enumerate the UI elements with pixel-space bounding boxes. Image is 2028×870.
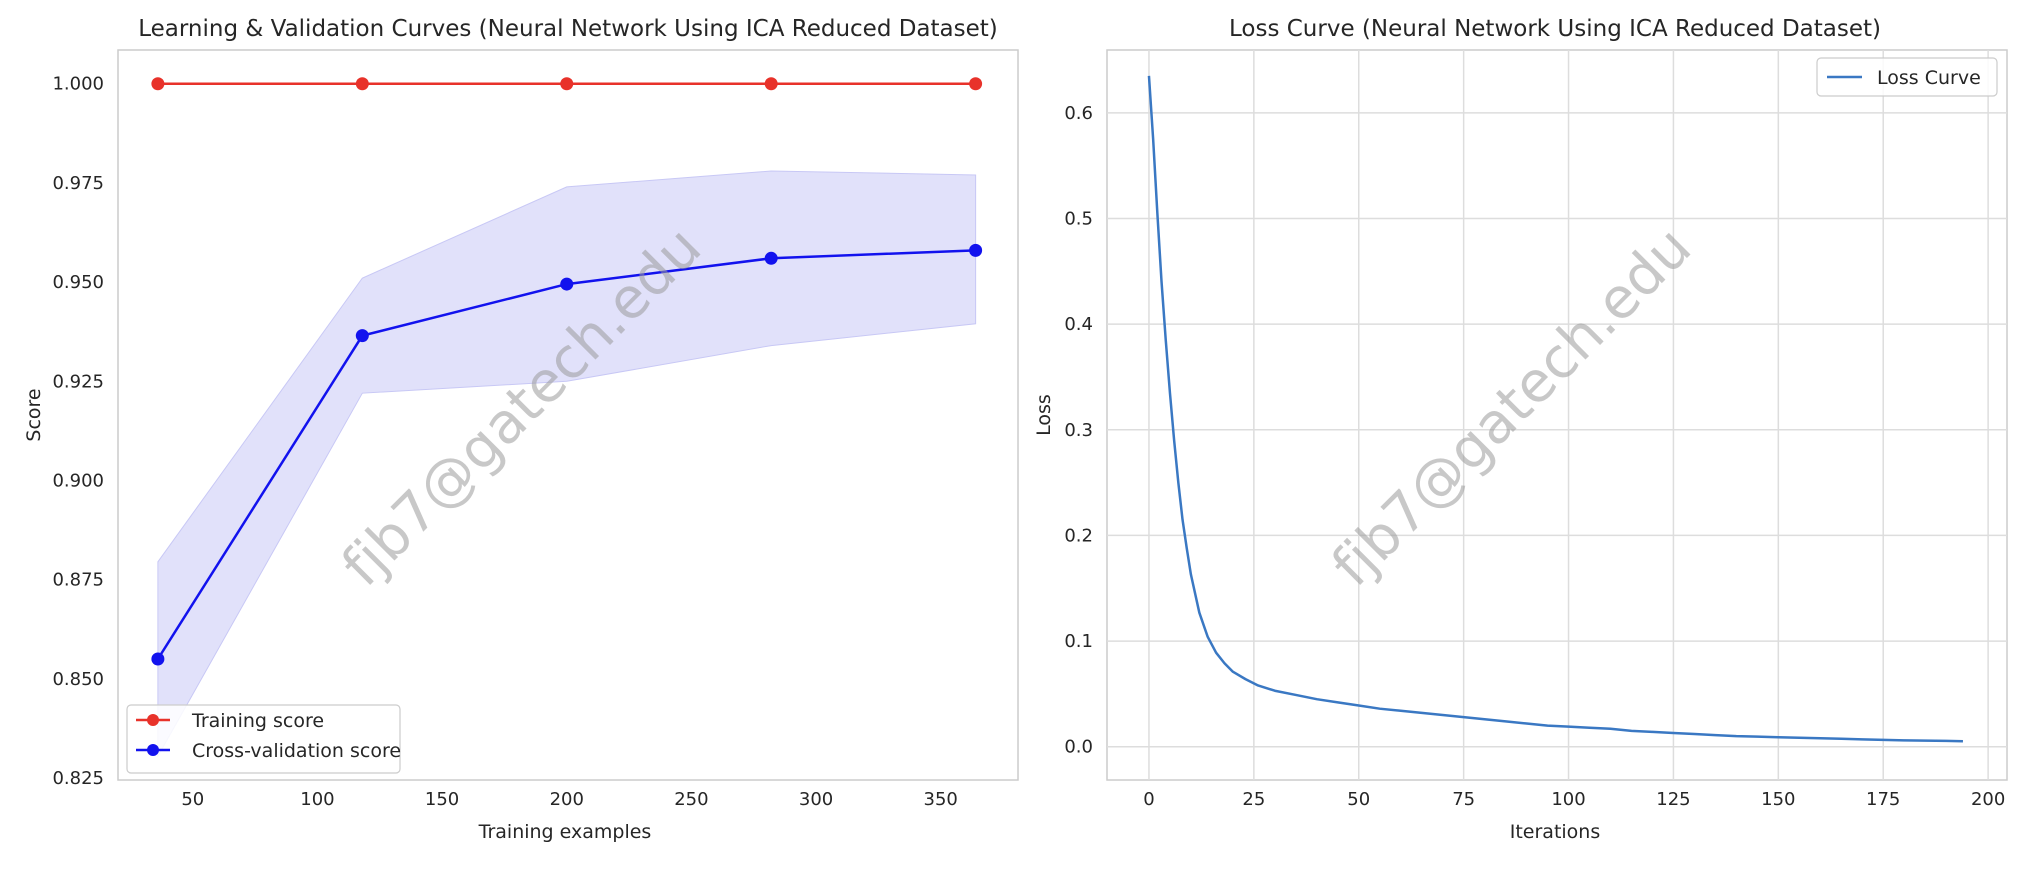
- loss-xtick-label: 0: [1143, 789, 1154, 810]
- learning-curve-panel: Learning & Validation Curves (Neural Net…: [23, 16, 1019, 843]
- learning-xtick-label: 200: [550, 789, 584, 810]
- loss-xtick-label: 25: [1242, 789, 1265, 810]
- learning-curve-axes-frame: [117, 49, 1019, 781]
- legend-cv-label: Cross-validation score: [192, 740, 401, 762]
- learning-ytick-label: 0.975: [52, 173, 104, 194]
- legend-cv-marker-icon: [147, 744, 159, 756]
- learning-ytick-label: 0.900: [52, 470, 104, 491]
- loss-curve-line: [1147, 75, 1963, 743]
- loss-xtick-label: 200: [1971, 789, 2005, 810]
- loss-ytick-label: 0.6: [1064, 103, 1093, 124]
- learning-curve-xlabel: Training examples: [478, 821, 652, 843]
- legend-loss-label: Loss Curve: [1877, 67, 1981, 89]
- learning-xtick-label: 150: [425, 789, 459, 810]
- learning-ytick-label: 0.825: [52, 768, 104, 789]
- learning-ytick-label: 0.850: [52, 669, 104, 690]
- loss-xtick-label: 100: [1551, 789, 1585, 810]
- learning-ytick-label: 0.875: [52, 570, 104, 591]
- loss-ytick-label: 0.4: [1064, 314, 1093, 335]
- training-score-point-3: [764, 77, 778, 91]
- loss-xtick-label: 175: [1866, 789, 1900, 810]
- cv-score-point-1: [355, 329, 369, 343]
- cv-score-point-4: [969, 243, 983, 257]
- learning-curve-title: Learning & Validation Curves (Neural Net…: [138, 16, 998, 42]
- cv-score-point-2: [560, 277, 574, 291]
- loss-curve-axes-frame: [1106, 49, 2008, 781]
- training-score-point-4: [969, 77, 983, 91]
- learning-xtick-label: 100: [300, 789, 334, 810]
- loss-curve-legend: Loss Curve: [1816, 57, 1998, 97]
- loss-curve-ylabel: Loss: [1033, 394, 1055, 436]
- loss-curve-lines-layer: [1147, 75, 1963, 743]
- learning-xtick-label: 50: [181, 789, 204, 810]
- loss-curve-legend-box: [1816, 57, 1998, 97]
- cv-score-point-0: [151, 652, 165, 666]
- cv-score-point-3: [764, 251, 778, 265]
- loss-curve-xlabel: Iterations: [1510, 821, 1601, 843]
- loss-xtick-label: 150: [1761, 789, 1795, 810]
- training-score-point-0: [151, 77, 165, 91]
- learning-curve-xticks: 50 100 150 200 250 300 350: [181, 789, 958, 810]
- cv-score-band-layer: [157, 170, 977, 759]
- learning-xtick-label: 250: [674, 789, 708, 810]
- loss-curve-title: Loss Curve (Neural Network Using ICA Red…: [1229, 16, 1881, 42]
- learning-xtick-label: 300: [799, 789, 833, 810]
- training-score-point-1: [355, 77, 369, 91]
- loss-ytick-label: 0.5: [1064, 209, 1093, 230]
- loss-ytick-label: 0.0: [1064, 737, 1093, 758]
- learning-curve-lines-layer: [151, 77, 983, 666]
- loss-curve-yticks: 0.0 0.1 0.2 0.3 0.4 0.5 0.6: [1064, 103, 1093, 758]
- loss-curve-xticks: 0 25 50 75 100 125 150 175 200: [1143, 789, 2005, 810]
- learning-curve-legend: Training score Cross-validation score: [126, 704, 401, 774]
- loss-ytick-label: 0.1: [1064, 631, 1093, 652]
- loss-curve-grid: [1107, 50, 2007, 780]
- learning-ytick-label: 0.925: [52, 371, 104, 392]
- legend-training-marker-icon: [147, 714, 159, 726]
- learning-curve-yticks: 0.825 0.850 0.875 0.900 0.925 0.950 0.975 1.000: [52, 74, 104, 789]
- loss-xtick-label: 75: [1452, 789, 1475, 810]
- loss-ytick-label: 0.3: [1064, 420, 1093, 441]
- loss-xtick-label: 50: [1347, 789, 1370, 810]
- loss-curve-panel: Loss Curve (Neural Network Using ICA Red…: [1033, 16, 2008, 843]
- learning-xtick-label: 350: [924, 789, 958, 810]
- cv-score-band: [157, 170, 977, 759]
- learning-curve-legend-box: [126, 704, 401, 774]
- learning-curve-ylabel: Score: [23, 388, 45, 441]
- loss-ytick-label: 0.2: [1064, 525, 1093, 546]
- learning-ytick-label: 1.000: [52, 74, 104, 95]
- learning-ytick-label: 0.950: [52, 272, 104, 293]
- legend-training-label: Training score: [191, 710, 324, 732]
- training-score-point-2: [560, 77, 574, 91]
- loss-xtick-label: 125: [1656, 789, 1690, 810]
